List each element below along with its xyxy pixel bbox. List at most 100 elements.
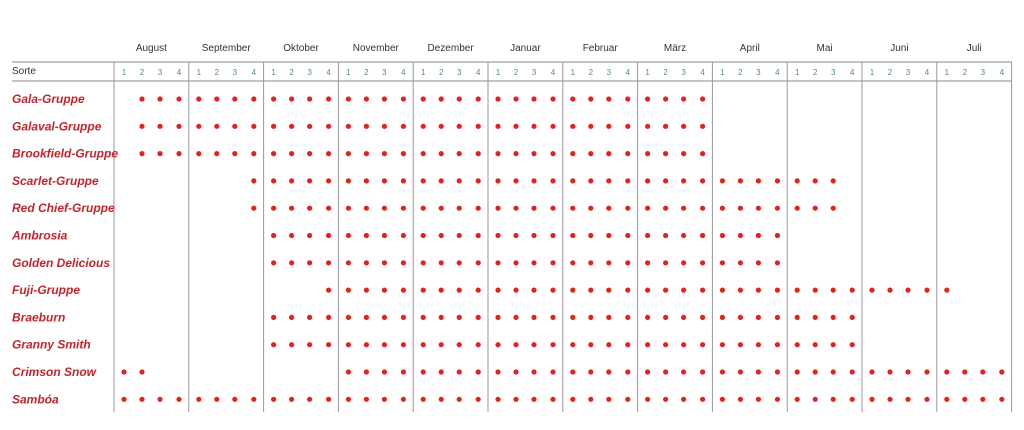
- availability-dot: [570, 260, 576, 266]
- availability-dot: [307, 396, 313, 402]
- availability-dot: [214, 96, 220, 102]
- availability-dot: [645, 123, 651, 129]
- variety-label: Sambóa: [12, 392, 59, 406]
- availability-dot: [139, 123, 145, 129]
- month-label: Januar: [510, 43, 541, 54]
- availability-dot: [755, 314, 762, 320]
- week-label: 3: [233, 68, 238, 77]
- variety-label: Fuji-Gruppe: [12, 283, 80, 297]
- availability-dot: [289, 342, 295, 348]
- availability-dot: [139, 396, 145, 402]
- availability-dot: [271, 151, 277, 157]
- availability-dot: [681, 369, 687, 375]
- availability-dot: [830, 314, 836, 320]
- variety-label: Ambrosia: [11, 229, 68, 243]
- availability-dot: [774, 342, 781, 348]
- availability-dot: [289, 232, 295, 239]
- availability-dot: [381, 232, 387, 239]
- availability-dot: [812, 205, 818, 211]
- availability-dot: [962, 369, 968, 375]
- availability-dot: [475, 369, 481, 375]
- availability-dot: [550, 314, 556, 320]
- availability-dot: [271, 123, 277, 129]
- availability-dot: [289, 151, 295, 157]
- availability-dot: [794, 314, 800, 320]
- week-label: 2: [439, 68, 444, 77]
- availability-dot: [550, 205, 556, 211]
- availability-dot: [812, 342, 818, 348]
- availability-dot: [570, 314, 576, 320]
- availability-dot: [400, 314, 406, 320]
- availability-dot: [812, 369, 818, 375]
- availability-dot: [869, 369, 875, 375]
- week-label: 2: [663, 68, 668, 77]
- availability-dot: [719, 369, 726, 375]
- availability-dot: [625, 232, 631, 239]
- availability-dot: [513, 369, 519, 375]
- availability-dot: [326, 123, 332, 129]
- availability-dot: [176, 396, 182, 402]
- week-label: 3: [756, 68, 761, 77]
- availability-dot: [550, 178, 556, 184]
- availability-dot: [645, 260, 651, 266]
- availability-dot: [157, 96, 163, 102]
- availability-dot: [176, 96, 182, 102]
- week-label: 4: [551, 68, 556, 77]
- availability-dot: [475, 123, 481, 129]
- availability-dot: [812, 178, 818, 184]
- availability-dot: [887, 396, 893, 402]
- availability-dot: [307, 96, 313, 102]
- availability-dot: [420, 205, 426, 211]
- availability-dot: [849, 314, 855, 320]
- availability-dot: [944, 287, 950, 293]
- availability-dot: [289, 314, 295, 320]
- availability-dot: [326, 151, 332, 157]
- availability-dot: [719, 232, 726, 239]
- variety-label: Braeburn: [12, 310, 65, 324]
- variety-label: Red Chief-Gruppe: [12, 201, 115, 215]
- availability-dot: [289, 96, 295, 102]
- availability-dot: [232, 96, 238, 102]
- availability-dot: [289, 123, 295, 129]
- availability-dot: [550, 123, 556, 129]
- availability-dot: [550, 342, 556, 348]
- availability-dot: [719, 396, 726, 402]
- availability-dot: [381, 342, 387, 348]
- week-label: 1: [271, 68, 276, 77]
- availability-dot: [606, 178, 612, 184]
- availability-dot: [944, 396, 950, 402]
- availability-dot: [420, 178, 426, 184]
- availability-dot: [381, 396, 387, 402]
- availability-dot: [326, 232, 332, 239]
- variety-label: Galaval-Gruppe: [12, 119, 102, 133]
- variety-label: Granny Smith: [12, 338, 91, 352]
- availability-dot: [774, 369, 781, 375]
- availability-dot: [550, 232, 556, 239]
- availability-dot: [420, 342, 426, 348]
- week-label: 4: [775, 68, 780, 77]
- week-label: 2: [738, 68, 743, 77]
- month-label: Oktober: [283, 43, 319, 54]
- availability-dot: [737, 369, 744, 375]
- availability-dot: [345, 287, 351, 293]
- month-label: Februar: [583, 43, 619, 54]
- availability-dot: [681, 178, 687, 184]
- availability-dot: [307, 232, 313, 239]
- availability-dot: [196, 151, 202, 157]
- availability-dot: [381, 369, 387, 375]
- availability-dot: [438, 369, 444, 375]
- availability-dot: [475, 287, 481, 293]
- availability-dot: [456, 260, 462, 266]
- availability-dot: [663, 123, 669, 129]
- availability-dot: [475, 260, 481, 266]
- availability-dot: [438, 260, 444, 266]
- availability-dot: [737, 287, 744, 293]
- availability-dot: [719, 314, 726, 320]
- availability-dot: [774, 396, 781, 402]
- week-label: 4: [1000, 68, 1005, 77]
- availability-dot: [606, 123, 612, 129]
- availability-dot: [400, 178, 406, 184]
- week-label: 1: [346, 68, 351, 77]
- availability-dot: [719, 342, 726, 348]
